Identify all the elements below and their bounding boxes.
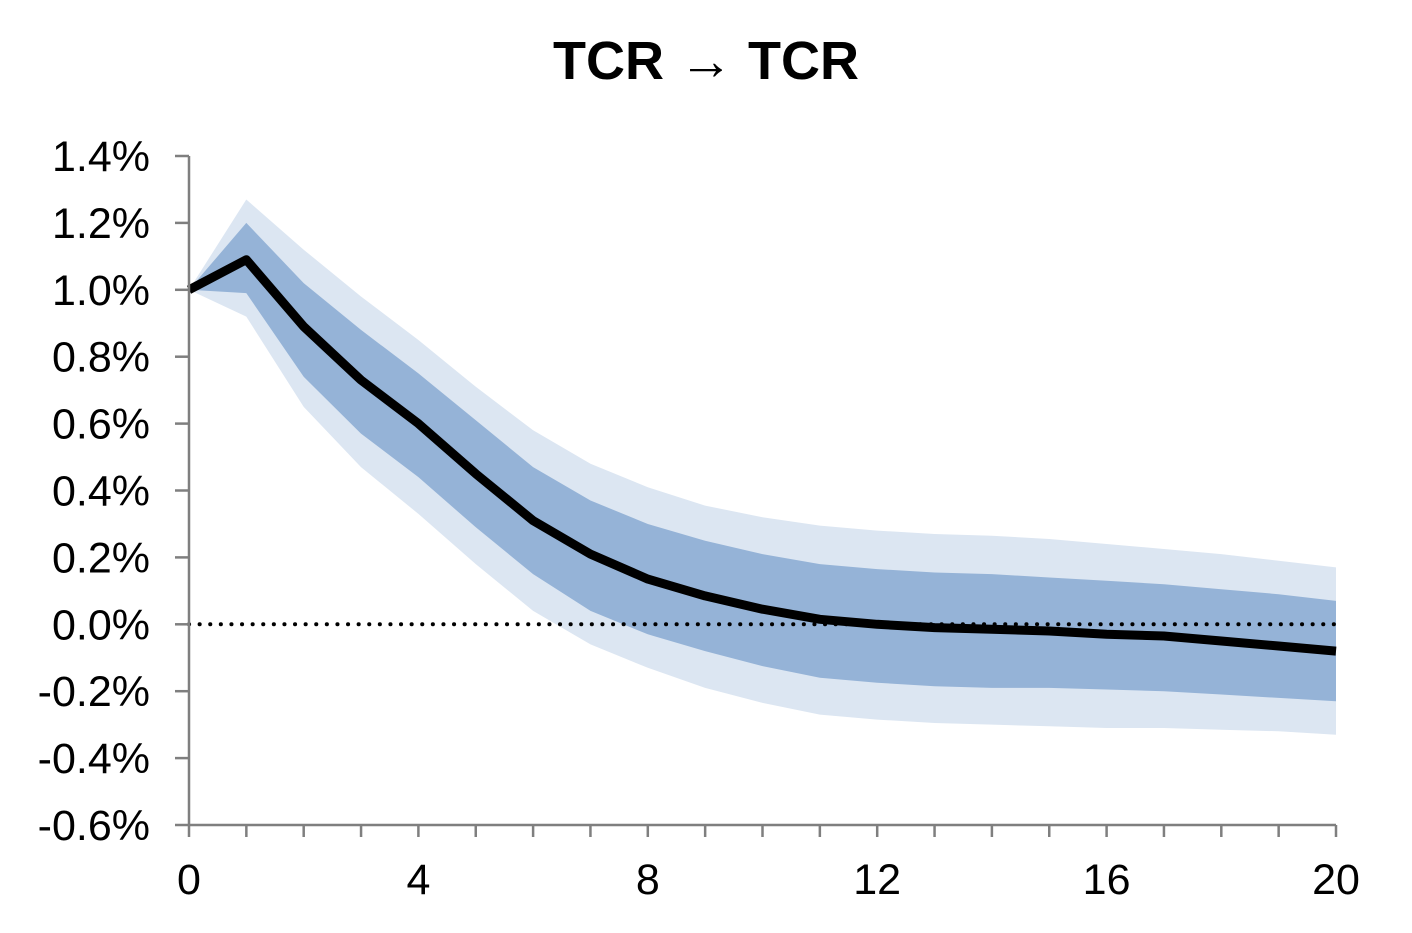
y-tick-label: -0.4% bbox=[38, 735, 150, 783]
y-tick-label: 0.6% bbox=[52, 401, 150, 449]
y-tick-label: 1.0% bbox=[52, 267, 150, 315]
confidence-bands bbox=[189, 199, 1336, 735]
x-tick-label: 4 bbox=[406, 856, 430, 904]
y-tick-label: 0.2% bbox=[52, 534, 150, 582]
x-tick-label: 20 bbox=[1312, 856, 1360, 904]
median-line-group bbox=[186, 255, 1337, 656]
x-tick-label: 8 bbox=[636, 856, 660, 904]
axes bbox=[175, 154, 1338, 837]
y-tick-label: -0.2% bbox=[38, 668, 150, 716]
x-tick-label: 0 bbox=[177, 856, 201, 904]
median-response-line bbox=[186, 255, 1337, 656]
inner-band-area bbox=[189, 222, 1336, 702]
y-tick-label: 1.4% bbox=[52, 133, 150, 181]
y-tick-label: 1.2% bbox=[52, 200, 150, 248]
y-tick-label: 0.4% bbox=[52, 468, 150, 516]
y-tick-label: 0.0% bbox=[52, 601, 150, 649]
tick-labels: 1.4% 1.2% 1.0% 0.8% 0.6% 0.4% 0.2% 0.0% -0.2% -0.… bbox=[38, 133, 1360, 904]
chart-title: TCR → TCR bbox=[553, 31, 859, 91]
y-tick-label: -0.6% bbox=[38, 802, 150, 850]
y-tick-label: 0.8% bbox=[52, 334, 150, 382]
x-tick-label: 16 bbox=[1083, 856, 1131, 904]
x-tick-label: 12 bbox=[853, 856, 901, 904]
